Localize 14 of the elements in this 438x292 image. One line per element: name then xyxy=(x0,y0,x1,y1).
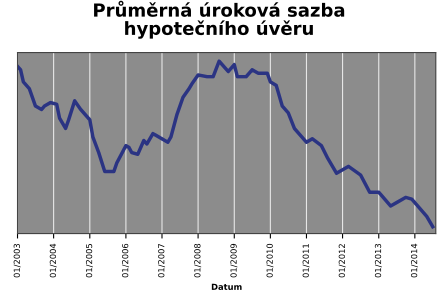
x-axis-title: Datum xyxy=(212,284,242,290)
chart-title: Průměrná úroková sazba hypotečního úvěru xyxy=(94,0,344,39)
x-tick-label: 01/2012 xyxy=(338,244,346,278)
x-tick-label: 01/2008 xyxy=(194,244,202,278)
x-tick-label: 01/2013 xyxy=(374,244,382,278)
x-tick-label: 01/2011 xyxy=(302,244,310,278)
x-tick-label: 01/2006 xyxy=(122,244,129,278)
x-tick-label: 01/2009 xyxy=(230,244,238,278)
x-tick-label: 01/2005 xyxy=(86,244,93,278)
x-tick-label: 01/2014 xyxy=(410,244,418,278)
x-tick-label: 01/2007 xyxy=(158,244,166,278)
x-tick-label: 01/2004 xyxy=(50,244,57,278)
x-tick-label: 01/2010 xyxy=(266,244,274,278)
x-tick-label: 01/2003 xyxy=(14,244,21,278)
